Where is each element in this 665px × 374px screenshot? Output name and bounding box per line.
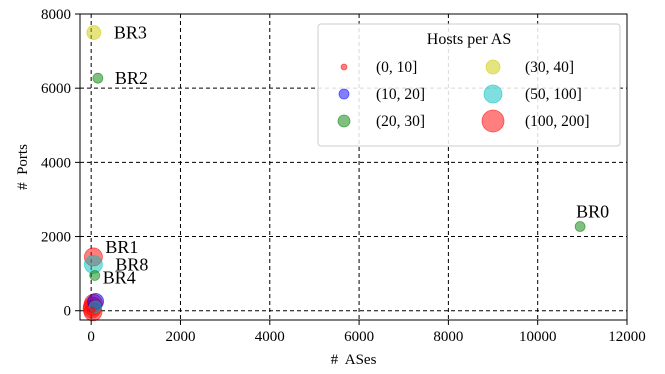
legend-entries: (0, 10] (10, 20] (20, 30] (30, 40] (50, 100]…	[337, 59, 590, 133]
x-axis-label: # ASes	[331, 352, 377, 368]
y-tick-label: 0	[64, 304, 72, 320]
x-tick-label: 6000	[344, 329, 374, 345]
x-axis-ticks: 0 2000 4000 6000 8000 10000 12000	[87, 320, 646, 345]
legend-entry-label: (100, 200]	[525, 113, 590, 130]
y-tick-label: 2000	[41, 230, 71, 246]
legend-marker	[338, 88, 350, 100]
legend-entry-label: (30, 40]	[525, 59, 574, 76]
point-label-br2: BR2	[115, 68, 148, 88]
legend-entry-label: (0, 10]	[376, 59, 417, 76]
data-point	[92, 72, 104, 84]
x-tick-label: 2000	[165, 329, 195, 345]
data-points	[82, 25, 586, 322]
x-tick-label: 12000	[608, 329, 646, 345]
legend-marker	[337, 114, 351, 128]
legend-entry-label: (20, 30]	[376, 113, 425, 130]
data-point	[88, 306, 96, 314]
y-axis-label: # Ports	[15, 144, 31, 190]
point-label-br4: BR4	[103, 267, 136, 287]
x-tick-label: 10000	[519, 329, 557, 345]
point-label-br8: BR8	[115, 254, 148, 274]
point-label-br3: BR3	[114, 23, 147, 43]
legend-title: Hosts per AS	[427, 31, 511, 48]
legend-marker	[485, 59, 501, 75]
data-point	[86, 25, 102, 40]
y-tick-label: 6000	[41, 81, 71, 97]
plot-area-frame	[79, 13, 628, 321]
y-axis-ticks: 0 2000 4000 6000 8000	[41, 7, 80, 320]
x-tick-label: 8000	[433, 329, 463, 345]
legend-box	[317, 23, 621, 147]
legend-entry-label: (10, 20]	[376, 86, 425, 103]
data-point	[574, 221, 586, 232]
x-tick-label: 0	[87, 329, 95, 345]
point-label-br1: BR1	[105, 237, 138, 257]
legend-marker	[481, 109, 505, 133]
y-tick-label: 4000	[41, 155, 71, 171]
legend-marker	[483, 84, 503, 104]
point-label-br0: BR0	[576, 202, 609, 222]
legend-marker	[340, 63, 348, 71]
y-tick-label: 8000	[41, 7, 71, 23]
x-tick-label: 4000	[255, 329, 285, 345]
data-point	[89, 270, 101, 281]
legend: Hosts per AS (0, 10] (10, 20] (20, 30] (30,…	[317, 23, 621, 147]
legend-entry-label: (50, 100]	[525, 86, 582, 103]
